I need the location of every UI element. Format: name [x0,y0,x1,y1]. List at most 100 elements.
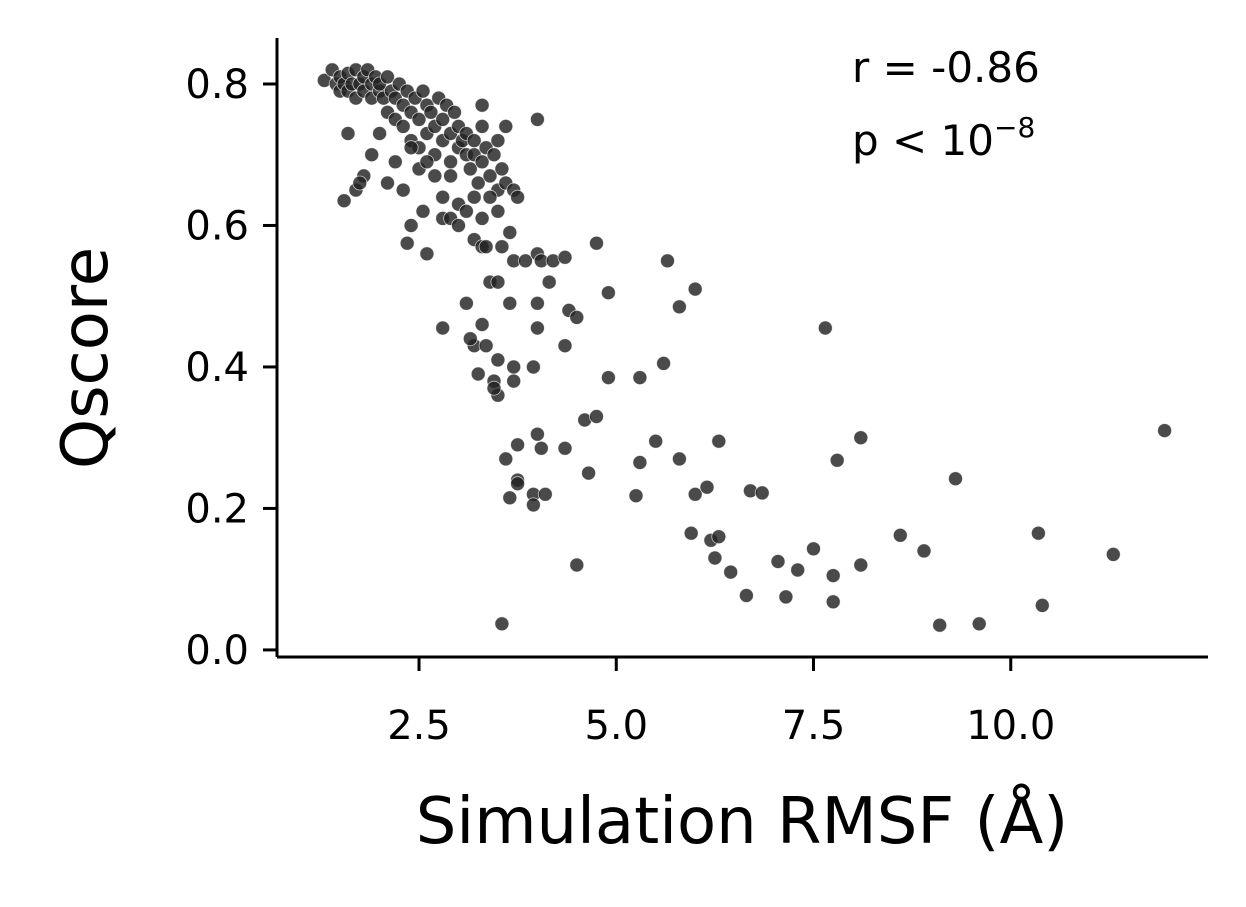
data-point [853,430,869,446]
data-point [399,235,415,251]
data-point [526,359,541,375]
data-point [340,126,356,141]
data-point [419,246,435,262]
data-point [470,175,486,191]
y-tick-label: 0.2 [185,486,249,532]
data-point [825,568,841,583]
data-point [415,203,431,219]
data-point [687,281,703,297]
data-point [490,133,506,149]
data-point [660,253,675,269]
data-point [829,452,845,468]
data-point [778,589,794,605]
data-point [932,617,948,633]
data-point [711,529,727,545]
data-point [474,119,490,134]
data-point [581,465,596,481]
data-point [707,550,723,566]
data-point [451,218,466,233]
data-point [423,104,439,120]
p-value-base: p < 10 [852,116,994,165]
data-point [486,147,502,163]
data-point [502,225,518,240]
ticks-layer: 2.5 5.0 7.5 10.0 0.0 0.2 0.4 0.6 0.8 [185,62,1055,749]
data-point [530,426,545,442]
x-tick-label: 5.0 [584,703,648,749]
data-point [372,126,388,141]
points-layer [316,62,1172,633]
data-point [411,112,427,127]
data-point [352,175,368,191]
data-point [1157,423,1172,439]
data-point [443,168,459,184]
data-point [825,594,841,610]
data-point [569,309,585,325]
data-point [916,543,932,559]
data-point [419,154,435,170]
data-point [589,235,604,251]
data-point [817,320,833,336]
data-point [443,154,459,170]
data-point [447,104,462,120]
data-point [557,249,573,265]
data-point [490,274,506,290]
data-point [387,154,403,170]
data-point [601,370,616,386]
data-point [364,147,380,163]
data-point [632,370,648,386]
data-point [427,168,443,184]
data-point [699,479,715,495]
correlation-annotation: r = -0.86 [852,43,1040,92]
data-point [1031,525,1046,541]
data-point [672,451,687,467]
data-point [478,239,494,255]
data-point [892,527,908,543]
data-point [435,189,451,205]
data-point [474,210,490,226]
data-point [1105,547,1121,562]
data-point [506,359,522,375]
y-tick-label: 0.4 [185,345,249,391]
data-point [490,203,506,219]
data-point [395,182,411,198]
data-point [790,562,806,578]
data-point [971,616,987,632]
data-point [589,409,604,424]
y-tick-label: 0.8 [185,62,249,108]
data-point [526,497,541,513]
data-point [474,317,490,332]
data-point [494,161,510,177]
data-point [474,97,490,113]
data-point [395,119,411,134]
data-point [806,541,821,557]
data-point [510,476,525,492]
data-point [490,352,506,368]
data-point [470,366,486,382]
data-point [486,380,502,396]
data-point [628,488,644,504]
data-point [601,285,616,301]
data-point [1034,598,1050,613]
data-point [403,140,419,156]
data-point [494,616,510,632]
data-point [336,193,352,209]
data-point [557,338,573,354]
data-point [458,295,474,311]
data-point [462,161,478,177]
y-tick-label: 0.6 [185,203,249,249]
y-tick-label: 0.0 [185,628,249,674]
data-point [948,471,963,487]
data-point [770,554,786,569]
data-point [466,189,482,205]
p-value-exponent: −8 [994,111,1035,144]
data-point [498,451,514,467]
data-point [458,203,474,219]
data-point [537,486,553,502]
data-point [739,588,754,603]
data-point [656,355,671,371]
x-tick-label: 10.0 [966,703,1055,749]
data-point [435,320,451,336]
data-point [518,253,533,269]
data-point [557,440,573,456]
data-point [498,119,514,134]
